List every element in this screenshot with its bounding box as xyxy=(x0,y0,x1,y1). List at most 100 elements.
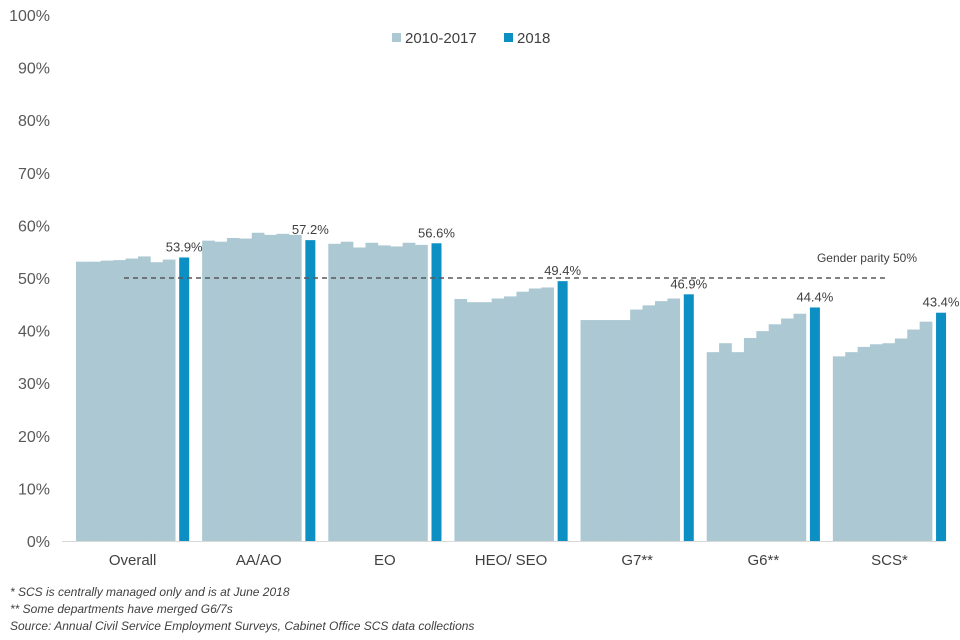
bar-2010-2017 xyxy=(125,258,139,541)
bar-2018 xyxy=(431,243,442,541)
bar-2010-2017 xyxy=(113,260,126,541)
y-tick-label: 20% xyxy=(18,429,50,446)
bar-2010-2017 xyxy=(630,309,643,541)
bar-2010-2017 xyxy=(390,246,403,541)
bar-2010-2017 xyxy=(781,318,794,541)
y-tick-label: 50% xyxy=(18,271,50,288)
bar-2010-2017 xyxy=(768,324,782,541)
legend-label-2018: 2018 xyxy=(517,30,550,47)
bar-2010-2017 xyxy=(504,296,517,541)
bar-group xyxy=(328,241,442,541)
bar-2010-2017 xyxy=(894,338,908,541)
bar-2010-2017 xyxy=(793,313,807,541)
bar-2010-2017 xyxy=(617,320,631,541)
bar-2010-2017 xyxy=(491,298,505,541)
bar-2010-2017 xyxy=(365,242,379,541)
bar-2010-2017 xyxy=(202,240,215,542)
bar-2010-2017 xyxy=(756,331,770,541)
bar-2010-2017 xyxy=(479,302,492,541)
footnote-scs: * SCS is centrally managed only and is a… xyxy=(10,585,290,599)
data-label-2018: 56.6% xyxy=(418,225,455,240)
bar-2010-2017 xyxy=(377,245,391,541)
x-tick-label: EO xyxy=(374,552,396,569)
bar-2010-2017 xyxy=(353,247,366,541)
bar-2010-2017 xyxy=(276,233,290,542)
bar-2010-2017 xyxy=(466,302,480,541)
x-tick-label: HEO/ SEO xyxy=(475,552,548,569)
data-label-2018: 57.2% xyxy=(292,222,329,237)
y-tick-label: 10% xyxy=(18,481,50,498)
bar-2010-2017 xyxy=(832,356,846,541)
bar-2010-2017 xyxy=(340,241,354,541)
bar-2010-2017 xyxy=(402,242,416,541)
legend-swatch-2010-2017 xyxy=(392,33,401,42)
x-tick-label: SCS* xyxy=(871,552,908,569)
bar-2010-2017 xyxy=(239,238,253,542)
bar-2010-2017 xyxy=(667,298,681,541)
data-label-2018: 53.9% xyxy=(166,239,203,254)
parity-label: Gender parity 50% xyxy=(817,251,917,265)
y-tick-label: 30% xyxy=(18,376,50,393)
bar-2018 xyxy=(305,240,316,542)
bar-2010-2017 xyxy=(605,320,619,541)
x-tick-label: AA/AO xyxy=(236,552,282,569)
bar-group xyxy=(580,294,694,541)
legend-label-2010-2017: 2010-2017 xyxy=(405,30,477,47)
bar-2010-2017 xyxy=(100,260,114,541)
bar-group xyxy=(202,232,316,542)
footnotes: * SCS is centrally managed only and is a… xyxy=(10,584,474,635)
bar-2010-2017 xyxy=(150,262,164,541)
gender-parity-reference: Gender parity 50% xyxy=(124,251,917,279)
bar-2010-2017 xyxy=(743,337,757,541)
y-tick-label: 90% xyxy=(18,61,50,78)
bar-2010-2017 xyxy=(415,244,428,541)
bar-2018 xyxy=(936,312,947,541)
bar-2010-2017 xyxy=(328,243,341,541)
bar-2010-2017 xyxy=(845,352,858,541)
bar-2010-2017 xyxy=(882,343,896,541)
bar-2010-2017 xyxy=(516,291,530,541)
footnote-g6: ** Some departments have merged G6/7s xyxy=(10,602,233,616)
x-tick-label: G6** xyxy=(747,552,779,569)
legend-swatch-2018 xyxy=(504,33,513,42)
bar-2010-2017 xyxy=(162,259,176,541)
x-tick-label: G7** xyxy=(621,552,653,569)
source-note: Source: Annual Civil Service Employment … xyxy=(10,619,475,633)
bar-2010-2017 xyxy=(264,234,277,542)
bar-2010-2017 xyxy=(592,320,606,541)
bar-2010-2017 xyxy=(251,232,265,541)
bars xyxy=(76,232,947,542)
y-tick-label: 60% xyxy=(18,218,50,235)
x-tick-label: Overall xyxy=(109,552,157,569)
bar-group xyxy=(454,281,568,541)
bar-2010-2017 xyxy=(76,261,89,541)
y-tick-label: 40% xyxy=(18,324,50,341)
bar-2010-2017 xyxy=(731,352,745,541)
bar-2010-2017 xyxy=(719,343,732,541)
bar-2018 xyxy=(557,281,568,541)
bar-2010-2017 xyxy=(541,287,554,541)
bar-2010-2017 xyxy=(214,241,228,541)
y-axis: 0% 10% 20% 30% 40% 50% 60% 70% 80% 90% 100% xyxy=(9,8,50,551)
bar-2010-2017 xyxy=(288,234,302,542)
bar-group xyxy=(832,312,947,541)
bar-2010-2017 xyxy=(138,256,151,541)
bar-group xyxy=(706,307,820,541)
data-label-2018: 43.4% xyxy=(923,295,960,310)
y-tick-label: 80% xyxy=(18,113,50,130)
x-axis: Overall AA/AO EO HEO/ SEO G7** G6** SCS* xyxy=(62,541,945,569)
bar-2010-2017 xyxy=(870,344,883,541)
bar-2010-2017 xyxy=(454,299,468,541)
legend: 2010-2017 2018 xyxy=(392,30,550,47)
bar-2010-2017 xyxy=(88,261,102,541)
y-tick-label: 70% xyxy=(18,166,50,183)
bar-2010-2017 xyxy=(706,352,720,541)
data-label-2018: 44.4% xyxy=(796,289,833,304)
bar-2010-2017 xyxy=(580,320,594,541)
bar-2010-2017 xyxy=(919,321,933,541)
data-labels: 53.9% 57.2% 56.6% 49.4% 46.9% 44.4% 43.4% xyxy=(166,222,960,310)
bar-2018 xyxy=(683,294,694,541)
data-label-2018: 46.9% xyxy=(670,276,707,291)
bar-group xyxy=(76,256,190,541)
bar-2018 xyxy=(179,257,190,541)
